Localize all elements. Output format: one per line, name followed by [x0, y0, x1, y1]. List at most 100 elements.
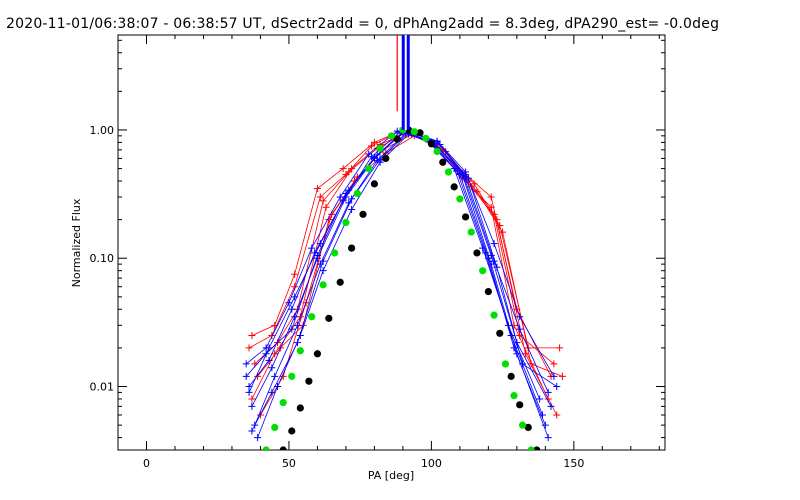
- red-data-point: [487, 193, 495, 201]
- green-data-point: [527, 446, 535, 450]
- blue-data-point: [547, 402, 555, 410]
- blue-data-point: [550, 372, 558, 380]
- blue-data-point: [265, 344, 273, 352]
- green-data-point: [479, 267, 487, 275]
- blue-data-point: [368, 153, 376, 161]
- blue-data-point: [288, 325, 296, 333]
- y-axis-label: Normalized Flux: [70, 198, 83, 287]
- red-series: [256, 132, 566, 419]
- green-data-point: [510, 391, 518, 400]
- blue-data-point: [433, 138, 441, 146]
- green-data-point: [422, 134, 430, 142]
- blue-data-point: [490, 257, 498, 265]
- blue-data-point: [254, 434, 262, 442]
- green-data-point: [279, 398, 287, 407]
- blue-peak-marker-gap: [404, 35, 407, 130]
- red-data-point: [271, 321, 279, 329]
- blue-data-point: [271, 372, 279, 380]
- black-data-point: [348, 244, 356, 252]
- blue-data-point: [262, 350, 270, 358]
- black-data-point: [439, 158, 447, 166]
- x-axis-label: PA [deg]: [368, 469, 414, 482]
- blue-data-point: [313, 252, 321, 260]
- blue-data-point: [308, 244, 316, 252]
- blue-data-point: [553, 383, 561, 391]
- x-tick-label: 100: [421, 457, 442, 470]
- red-data-point: [516, 331, 524, 339]
- y-tick-label: 0.01: [90, 381, 115, 394]
- red-data-point: [248, 331, 256, 339]
- blue-data-point: [541, 421, 549, 429]
- green-data-point: [262, 446, 270, 450]
- blue-data-point: [544, 434, 552, 442]
- black-data-point: [496, 329, 504, 337]
- black-data-point: [507, 372, 515, 380]
- red-data-point: [368, 142, 376, 150]
- black-data-point: [450, 183, 458, 191]
- blue-series: [245, 127, 558, 396]
- blue-data-point: [268, 388, 276, 396]
- red-data-point: [291, 270, 299, 278]
- plot-frame: [117, 34, 666, 451]
- series-layer: [242, 126, 566, 450]
- y-tick-label: 1.00: [90, 124, 115, 137]
- x-tick-label: 0: [143, 457, 150, 470]
- red-data-point: [271, 350, 279, 358]
- blue-data-point: [513, 350, 521, 358]
- black-data-point: [516, 401, 524, 409]
- red-data-point: [339, 165, 347, 173]
- green-data-point: [433, 147, 441, 156]
- x-tick-label: 50: [282, 457, 296, 470]
- red-data-point: [470, 180, 478, 188]
- blue-data-point: [293, 339, 301, 347]
- blue-series-line: [254, 132, 549, 438]
- green-data-point: [296, 347, 304, 355]
- blue-data-point: [513, 339, 521, 347]
- red-data-point: [322, 203, 330, 211]
- green-data-point: [518, 421, 527, 429]
- red-data-point: [473, 188, 481, 196]
- red-data-point: [245, 344, 253, 352]
- blue-data-point: [242, 360, 250, 368]
- blue-series: [248, 129, 549, 429]
- red-data-point: [558, 372, 566, 380]
- green-data-point: [490, 311, 498, 319]
- blue-data-point: [519, 360, 527, 368]
- red-data-point: [499, 228, 507, 236]
- blue-series-line: [251, 132, 546, 426]
- black-data-point: [325, 314, 333, 322]
- blue-data-point: [265, 356, 273, 364]
- black-data-point: [461, 213, 470, 221]
- green-data-point: [410, 128, 418, 136]
- blue-data-point: [348, 205, 356, 213]
- red-data-point: [556, 344, 564, 352]
- blue-data-point: [319, 267, 327, 275]
- black-data-point: [533, 446, 541, 450]
- black-data-point: [370, 180, 379, 188]
- blue-series-line: [248, 131, 543, 416]
- blue-data-point: [536, 395, 544, 403]
- blue-series-line: [251, 131, 549, 432]
- green-data-point: [330, 249, 339, 257]
- green-data-point: [365, 164, 373, 173]
- chart-title: 2020-11-01/06:38:07 - 06:38:57 UT, dSect…: [6, 16, 720, 32]
- green-data-point: [271, 423, 279, 432]
- blue-data-point: [319, 257, 327, 265]
- green-data-point: [501, 360, 510, 368]
- black-data-point: [359, 210, 367, 218]
- red-data-point: [348, 165, 356, 173]
- black-data-point: [336, 278, 344, 286]
- black-data-point: [484, 287, 492, 296]
- green-data-point: [308, 313, 316, 321]
- red-series-line: [248, 130, 549, 400]
- red-data-point: [313, 184, 321, 192]
- green-data-point: [342, 218, 350, 227]
- blue-data-point: [248, 402, 256, 410]
- red-data-point: [550, 360, 558, 368]
- blue-data-point: [490, 240, 498, 248]
- black-data-point: [279, 446, 287, 450]
- green-series: [262, 126, 535, 450]
- black-data-point: [473, 249, 481, 257]
- red-data-point: [527, 360, 535, 368]
